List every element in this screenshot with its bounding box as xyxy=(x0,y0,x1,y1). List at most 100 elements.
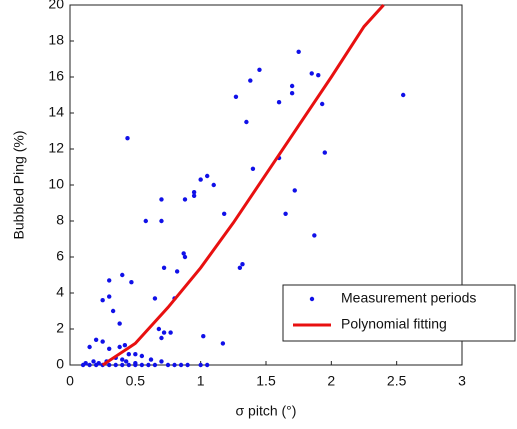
scatter-point xyxy=(110,308,116,314)
y-tick-label: 12 xyxy=(48,140,64,156)
x-tick-label: 0 xyxy=(66,373,74,389)
scatter-point xyxy=(185,362,190,368)
scatter-point xyxy=(139,353,145,359)
scatter-point xyxy=(221,211,227,216)
scatter-point xyxy=(159,359,164,364)
legend-label: Polynomial fitting xyxy=(341,316,447,332)
scatter-point xyxy=(87,362,92,368)
scatter-point xyxy=(250,166,256,171)
scatter-point xyxy=(139,362,145,368)
scatter-point xyxy=(289,83,295,89)
scatter-point xyxy=(296,49,301,54)
scatter-point xyxy=(123,359,129,364)
y-tick-label: 6 xyxy=(56,248,64,264)
legend-box xyxy=(282,284,516,342)
fit-line xyxy=(101,3,385,367)
scatter-point xyxy=(174,269,180,274)
scatter-point xyxy=(107,278,112,283)
y-tick-label: 14 xyxy=(48,104,64,120)
scatter-point xyxy=(292,188,297,193)
y-tick-label: 0 xyxy=(56,356,64,372)
legend-marker xyxy=(309,296,315,302)
y-tick-label: 16 xyxy=(48,68,64,84)
scatter-point xyxy=(133,361,138,366)
x-tick-label: 1 xyxy=(197,373,205,389)
scatter-point xyxy=(191,190,197,195)
scatter-point xyxy=(159,197,164,202)
scatter-point xyxy=(107,294,112,299)
scatter-point xyxy=(182,197,188,202)
scatter-point xyxy=(96,361,101,366)
scatter-point xyxy=(161,330,167,335)
scatter-point xyxy=(233,94,239,100)
scatter-point xyxy=(129,280,134,285)
x-tick-label: 2 xyxy=(327,373,335,389)
scatter-point xyxy=(201,334,206,339)
x-tick-label: 1.5 xyxy=(256,373,276,389)
scatter-point xyxy=(172,362,177,368)
scatter-point xyxy=(107,346,112,351)
scatter-point xyxy=(122,343,128,348)
legend-label: Measurement periods xyxy=(341,290,476,306)
scatter-point xyxy=(309,71,314,76)
scatter-point xyxy=(248,78,253,83)
y-tick-label: 8 xyxy=(56,212,64,228)
scatter-point xyxy=(125,136,130,141)
scatter-point xyxy=(289,91,295,96)
scatter-point xyxy=(117,344,122,350)
scatter-point xyxy=(191,193,197,198)
scatter-point xyxy=(133,352,138,357)
scatter-point xyxy=(113,362,118,368)
scatter-point xyxy=(401,92,406,98)
scatter-point xyxy=(240,262,245,267)
y-tick-label: 20 xyxy=(48,0,64,12)
scatter-point xyxy=(161,265,167,270)
scatter-point xyxy=(257,67,262,73)
scatter-point xyxy=(148,357,154,362)
scatter-point xyxy=(205,362,210,368)
scatter-point xyxy=(120,362,125,368)
scatter-point xyxy=(220,341,226,346)
y-axis-label: Bubbled Ping (%) xyxy=(11,131,27,240)
scatter-point xyxy=(126,352,131,357)
y-tick-label: 18 xyxy=(48,32,64,48)
scatter-point xyxy=(322,150,327,155)
scatter-point xyxy=(165,362,171,368)
scatter-point xyxy=(93,337,99,342)
scatter-point xyxy=(312,233,317,238)
scatter-point xyxy=(205,173,210,179)
x-tick-label: 2.5 xyxy=(387,373,407,389)
scatter-point xyxy=(159,335,164,341)
scatter-point xyxy=(316,73,321,78)
scatter-point xyxy=(198,362,203,368)
scatter-point xyxy=(181,251,186,256)
scatter-point xyxy=(237,265,243,270)
legend: Measurement periods Polynomial fitting xyxy=(282,284,516,342)
scatter-point xyxy=(276,100,282,105)
scatter-point xyxy=(198,177,203,182)
scatter-point xyxy=(152,296,158,301)
y-tick-label: 10 xyxy=(48,176,64,192)
scatter-point xyxy=(152,362,158,368)
scatter-point xyxy=(168,330,173,335)
scatter-point xyxy=(120,357,125,362)
scatter-point xyxy=(126,362,131,368)
scatter-point xyxy=(120,272,125,278)
scatter-point xyxy=(117,321,122,326)
scatter-point xyxy=(87,344,92,350)
scatter-point xyxy=(143,218,148,224)
scatter-point xyxy=(244,119,249,125)
scatter-point xyxy=(91,359,96,364)
scatter-point xyxy=(211,182,216,188)
scatter-point xyxy=(107,362,112,368)
scatter-point xyxy=(159,218,164,224)
y-tick-label: 2 xyxy=(56,320,64,336)
scatter-point xyxy=(319,101,325,107)
scatter-point xyxy=(182,254,188,260)
x-axis-label: σ pitch (°) xyxy=(236,403,297,419)
x-tick-label: 3 xyxy=(458,373,466,389)
scatter-point xyxy=(100,298,105,303)
scatter-point xyxy=(156,326,162,332)
scatter-point xyxy=(146,362,151,368)
